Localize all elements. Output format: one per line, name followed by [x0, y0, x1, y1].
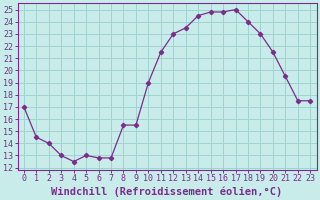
- X-axis label: Windchill (Refroidissement éolien,°C): Windchill (Refroidissement éolien,°C): [52, 186, 283, 197]
